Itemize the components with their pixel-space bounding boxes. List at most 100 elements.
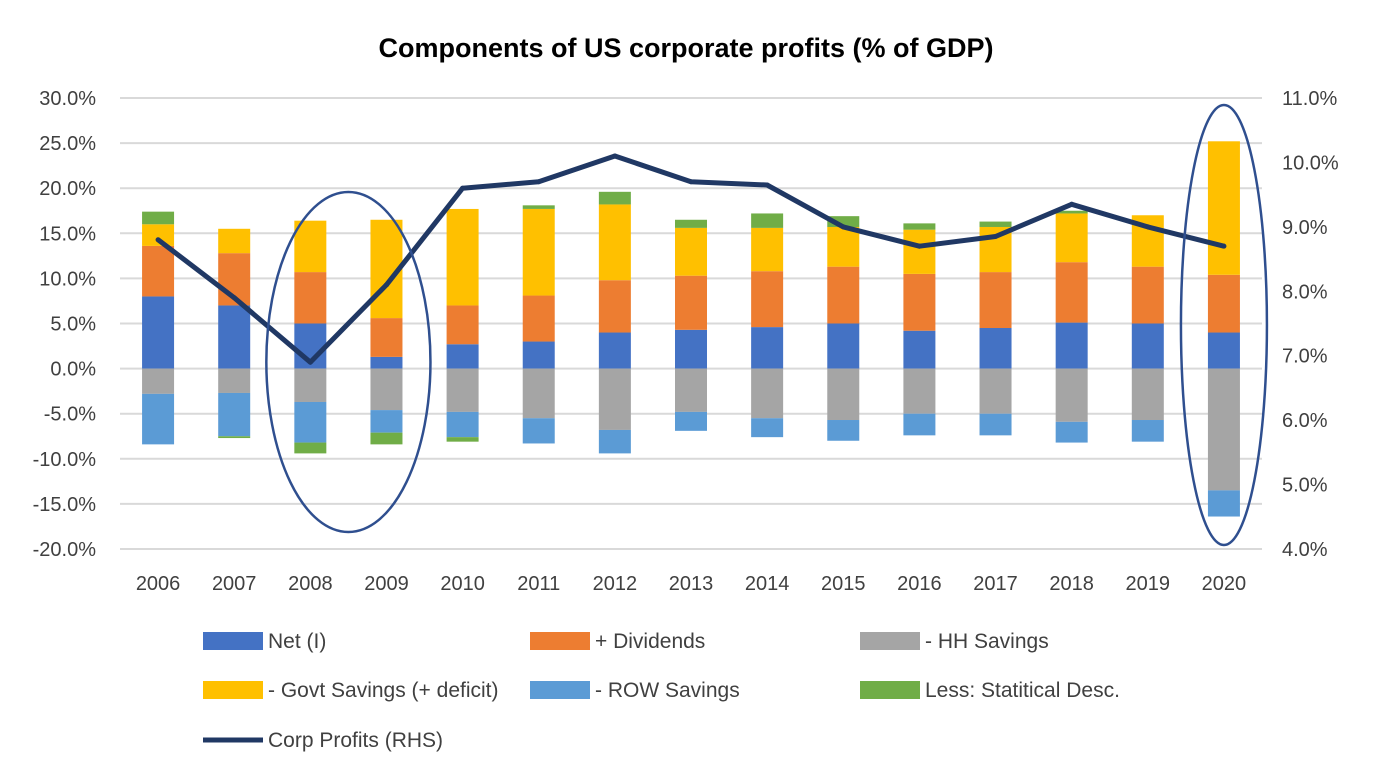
line-point — [1221, 243, 1227, 249]
bar-segment — [294, 368, 327, 402]
bar-segment — [827, 368, 860, 421]
bar-segment — [446, 411, 479, 438]
line-point — [612, 153, 618, 159]
y-right-tick-label: 10.0% — [1282, 152, 1339, 174]
x-tick-label: 2018 — [1049, 573, 1094, 595]
bar-segment — [522, 295, 555, 342]
bar-segment — [751, 327, 784, 369]
legend-swatch — [860, 632, 920, 650]
annotation-ellipse — [1179, 103, 1269, 547]
x-tick-label: 2009 — [364, 573, 409, 595]
bar-segment — [751, 213, 784, 228]
bar-segment — [294, 401, 327, 443]
y-right-tick-label: 8.0% — [1282, 281, 1328, 303]
bar-segment — [142, 224, 175, 246]
bar-segment — [218, 368, 251, 393]
x-tick-label: 2015 — [821, 573, 866, 595]
bar-segment — [751, 227, 784, 272]
line-point — [460, 185, 466, 191]
bar-segment — [370, 318, 403, 357]
y-left-tick-label: -20.0% — [33, 539, 97, 561]
bar-segment — [294, 442, 327, 454]
legend-label: Less: Statitical Desc. — [925, 679, 1120, 702]
bar-segment — [1131, 323, 1164, 369]
bar-series-group — [142, 141, 1240, 517]
bar-segment — [903, 273, 936, 331]
axes-group: -20.0% -15.0% -10.0% -5.0% 0.0% 5.0% 10.0% 15.0… — [33, 88, 1339, 595]
bar-segment — [751, 271, 784, 328]
x-tick-label: 2007 — [212, 573, 257, 595]
line-point — [764, 182, 770, 188]
bar-segment — [1207, 490, 1240, 517]
line-point — [993, 234, 999, 240]
bar-segment — [522, 208, 555, 296]
bar-segment — [979, 368, 1012, 414]
bar-segment — [903, 368, 936, 414]
y-left-tick-label: 0.0% — [50, 359, 96, 381]
legend-label: - ROW Savings — [595, 679, 740, 702]
line-point — [1069, 201, 1075, 207]
bar-segment — [446, 368, 479, 412]
bar-segment — [598, 191, 631, 205]
bar-segment — [142, 296, 175, 369]
y-right-tick-label: 6.0% — [1282, 410, 1328, 432]
bar-segment — [1131, 420, 1164, 442]
legend-label: + Dividends — [595, 630, 705, 653]
bar-segment — [675, 411, 707, 431]
line-point — [916, 243, 922, 249]
line-point — [688, 179, 694, 185]
legend: Net (I) + Dividends - HH Savings - Govt Sav… — [203, 630, 1120, 752]
bar-segment — [522, 341, 555, 369]
bar-segment — [598, 368, 631, 430]
line-point — [383, 282, 389, 288]
legend-swatch — [203, 681, 263, 699]
x-tick-label: 2013 — [669, 573, 714, 595]
bar-segment — [446, 208, 479, 306]
legend-swatch — [860, 681, 920, 699]
bar-segment — [903, 413, 936, 436]
x-tick-label: 2014 — [745, 573, 790, 595]
bar-segment — [598, 204, 631, 281]
bar-segment — [522, 205, 555, 209]
bar-segment — [522, 368, 555, 419]
line-point — [1145, 224, 1151, 230]
bar-segment — [142, 393, 175, 445]
y-left-tick-label: 15.0% — [39, 223, 96, 245]
line-point — [840, 224, 846, 230]
bar-segment — [218, 228, 251, 254]
legend-swatch — [530, 681, 590, 699]
bar-segment — [675, 329, 707, 369]
bar-segment — [903, 229, 936, 274]
bar-segment — [142, 245, 175, 297]
y-right-tick-label: 9.0% — [1282, 217, 1328, 239]
bar-segment — [903, 330, 936, 369]
legend-label: - Govt Savings (+ deficit) — [268, 679, 499, 702]
bar-segment — [1131, 368, 1164, 421]
y-right-tick-label: 4.0% — [1282, 539, 1328, 561]
bar-segment — [294, 272, 327, 324]
bar-segment — [142, 211, 175, 225]
annotation-ellipse — [265, 190, 432, 534]
bar-segment — [218, 305, 251, 369]
x-tick-label: 2012 — [593, 573, 638, 595]
bar-segment — [370, 356, 403, 369]
legend-label: Net (I) — [268, 630, 326, 653]
bar-segment — [1055, 210, 1088, 214]
bar-segment — [903, 223, 936, 230]
y-right-tick-label: 7.0% — [1282, 346, 1328, 368]
legend-swatch — [530, 632, 590, 650]
bar-segment — [1207, 332, 1240, 369]
bar-segment — [675, 219, 707, 228]
bar-segment — [979, 413, 1012, 436]
y-left-tick-label: 10.0% — [39, 268, 96, 290]
x-tick-label: 2016 — [897, 573, 942, 595]
y-right-tick-label: 11.0% — [1282, 88, 1337, 110]
y-left-tick-label: 25.0% — [39, 133, 96, 155]
bar-segment — [446, 344, 479, 369]
y-left-tick-label: 5.0% — [50, 314, 96, 336]
bar-segment — [218, 436, 251, 439]
x-tick-label: 2010 — [440, 573, 485, 595]
bar-segment — [675, 368, 707, 412]
